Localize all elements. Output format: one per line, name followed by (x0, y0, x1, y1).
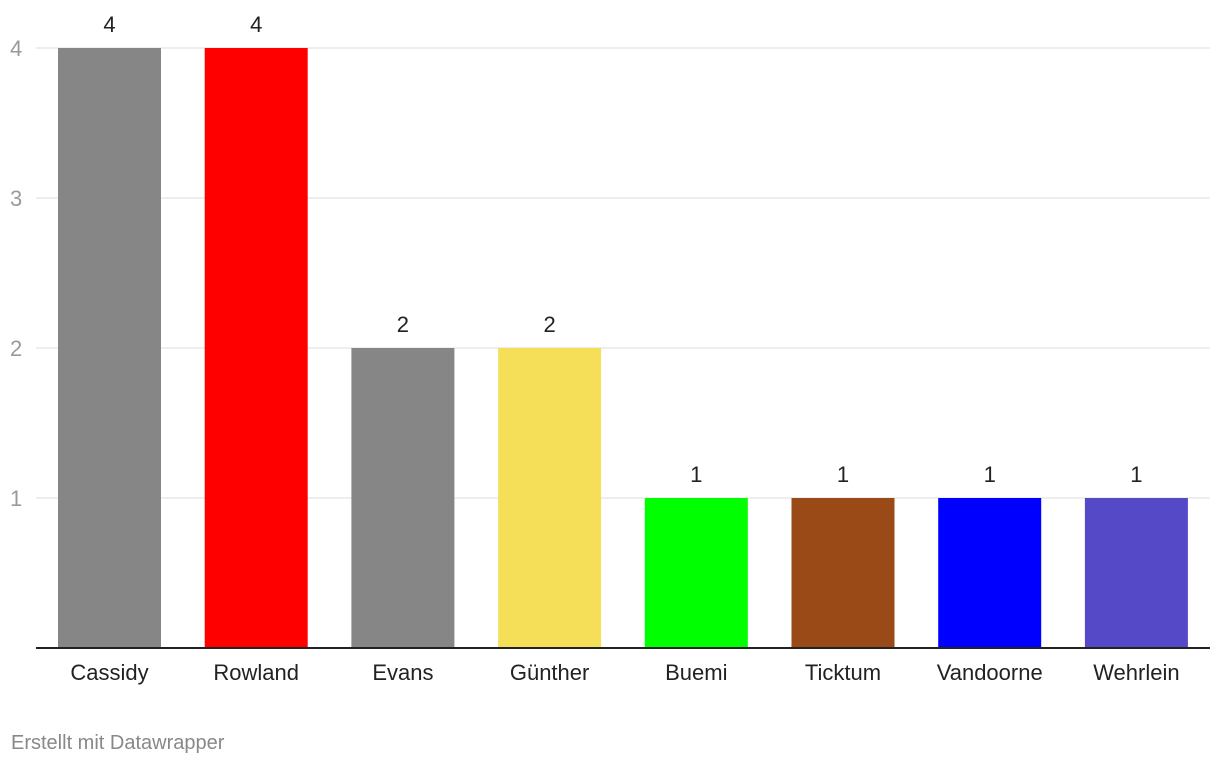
value-label: 2 (543, 312, 555, 337)
bar-ticktum (791, 498, 895, 648)
bar-buemi (644, 498, 748, 648)
value-label: 1 (690, 462, 702, 487)
bar-wehrlein (1084, 498, 1188, 648)
category-label: Evans (372, 660, 433, 685)
category-label: Wehrlein (1093, 660, 1179, 685)
value-label: 4 (103, 12, 115, 37)
bars (58, 48, 1188, 648)
value-label: 1 (984, 462, 996, 487)
bar-rowland (204, 48, 308, 648)
bar-cassidy (58, 48, 161, 648)
bar-evans (351, 348, 455, 648)
category-label: Vandoorne (937, 660, 1043, 685)
value-label: 4 (250, 12, 262, 37)
y-tick-label: 3 (10, 186, 22, 211)
value-label: 1 (837, 462, 849, 487)
value-labels: 4 4 2 2 1 1 1 1 (103, 12, 1142, 487)
category-label: Günther (510, 660, 590, 685)
value-label: 1 (1130, 462, 1142, 487)
category-label: Cassidy (70, 660, 148, 685)
y-tick-label: 2 (10, 336, 22, 361)
category-label: Rowland (213, 660, 299, 685)
category-labels: Cassidy Rowland Evans Günther Buemi Ticktum Va… (70, 660, 1179, 685)
bar-vandoorne (938, 498, 1042, 648)
value-label: 2 (397, 312, 409, 337)
category-label: Ticktum (805, 660, 881, 685)
y-tick-label: 4 (10, 36, 22, 61)
y-axis-ticks: 1 2 3 4 (10, 36, 22, 511)
bar-günther (498, 348, 602, 648)
y-tick-label: 1 (10, 486, 22, 511)
credit-footer: Erstellt mit Datawrapper (11, 732, 225, 754)
category-label: Buemi (665, 660, 727, 685)
bar-chart: 1 2 3 4 4 4 2 2 1 1 1 1 Cassidy Rowland Evans Günther… (10, 12, 1210, 685)
